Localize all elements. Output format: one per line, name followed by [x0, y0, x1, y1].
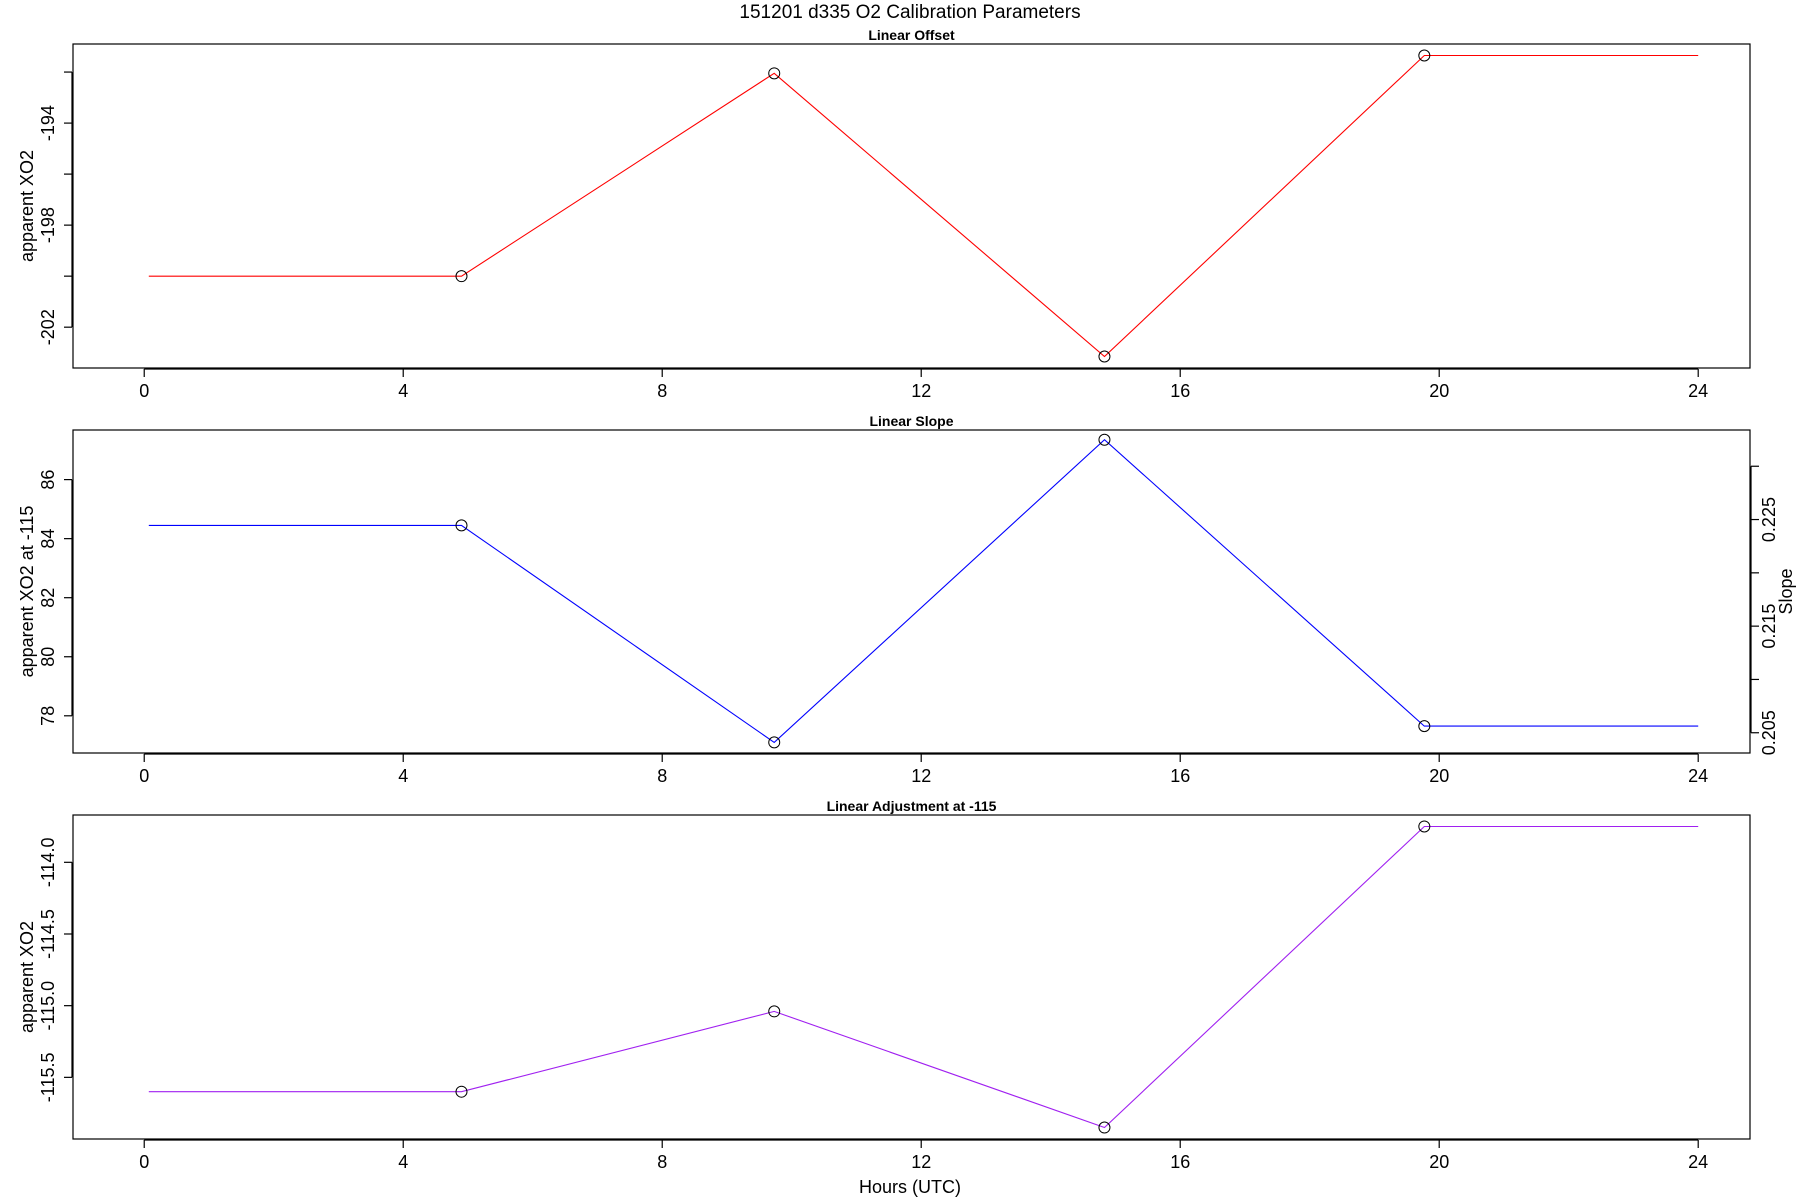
panel-title: Linear Adjustment at -115 [827, 798, 997, 814]
x-tick-label: 12 [911, 381, 931, 401]
x-tick-label: 16 [1170, 381, 1190, 401]
panel-2: Linear Slope 0 4 8 12 16 20 24 78 80 82 84 86apparen… [17, 413, 1796, 786]
x-tick-label: 20 [1429, 381, 1449, 401]
y-axis-label: apparent XO2 at -115 [17, 506, 37, 678]
data-point [1098, 1121, 1111, 1134]
right-axis-label: Slope [1776, 568, 1796, 614]
y-tick-label: 78 [38, 706, 58, 726]
y-axis-label: apparent XO2 [17, 921, 37, 1033]
x-tick-label: 4 [398, 381, 408, 401]
data-point [1098, 350, 1111, 363]
data-point [768, 67, 781, 80]
data-point [455, 1085, 468, 1098]
x-tick-label: 12 [911, 1152, 931, 1172]
series-line [148, 54, 1699, 358]
y-axis-label: apparent XO2 [17, 150, 37, 262]
right-tick-label: 0.225 [1759, 497, 1779, 542]
data-point [1418, 49, 1431, 62]
x-tick-label: 8 [657, 1152, 667, 1172]
x-tick-label: 0 [139, 1152, 149, 1172]
y-tick-label: 84 [38, 529, 58, 549]
y-tick-label: 82 [38, 588, 58, 608]
x-tick-label: 24 [1688, 1152, 1708, 1172]
x-tick-label: 24 [1688, 766, 1708, 786]
x-tick-label: 12 [911, 766, 931, 786]
y-tick-label: 86 [38, 470, 58, 490]
x-tick-label: 4 [398, 1152, 408, 1172]
y-tick-label: -114.0 [38, 837, 58, 887]
data-point [768, 1005, 781, 1018]
x-tick-label: 8 [657, 381, 667, 401]
plot-frame [72, 43, 1751, 369]
y-tick-label: -114.5 [38, 909, 58, 959]
panel-title: Linear Slope [869, 413, 953, 429]
figure-title: 151201 d335 O2 Calibration Parameters [739, 2, 1080, 23]
data-point [1418, 720, 1431, 733]
data-point [1418, 820, 1431, 833]
panel-1: Linear Offset 0 4 8 12 16 20 24 -202 -198 -194appa… [17, 27, 1751, 401]
x-tick-label: 24 [1688, 381, 1708, 401]
y-tick-label: -115.0 [38, 981, 58, 1031]
right-tick-label: 0.205 [1759, 710, 1779, 755]
panel-title: Linear Offset [868, 27, 955, 43]
x-tick-label: 4 [398, 766, 408, 786]
y-tick-label: 80 [38, 647, 58, 667]
plot-frame [72, 814, 1751, 1140]
series-line [148, 438, 1699, 744]
x-axis-label: Hours (UTC) [859, 1177, 961, 1197]
y-tick-label: -115.5 [38, 1053, 58, 1103]
data-point [1098, 433, 1111, 446]
y-tick-label: -198 [38, 207, 58, 243]
data-point [768, 736, 781, 749]
data-point [455, 270, 468, 283]
panel-3: Linear Adjustment at -115 0 4 8 12 16 20 24 -115… [17, 798, 1751, 1172]
series-line [148, 825, 1699, 1129]
x-tick-label: 0 [139, 381, 149, 401]
right-tick-label: 0.215 [1759, 604, 1779, 649]
data-point [455, 519, 468, 532]
x-tick-label: 20 [1429, 1152, 1449, 1172]
x-tick-label: 20 [1429, 766, 1449, 786]
y-tick-label: -202 [38, 309, 58, 345]
x-tick-label: 8 [657, 766, 667, 786]
x-tick-label: 0 [139, 766, 149, 786]
plot-frame [72, 429, 1751, 754]
x-tick-label: 16 [1170, 766, 1190, 786]
y-tick-label: -194 [38, 105, 58, 141]
x-tick-label: 16 [1170, 1152, 1190, 1172]
